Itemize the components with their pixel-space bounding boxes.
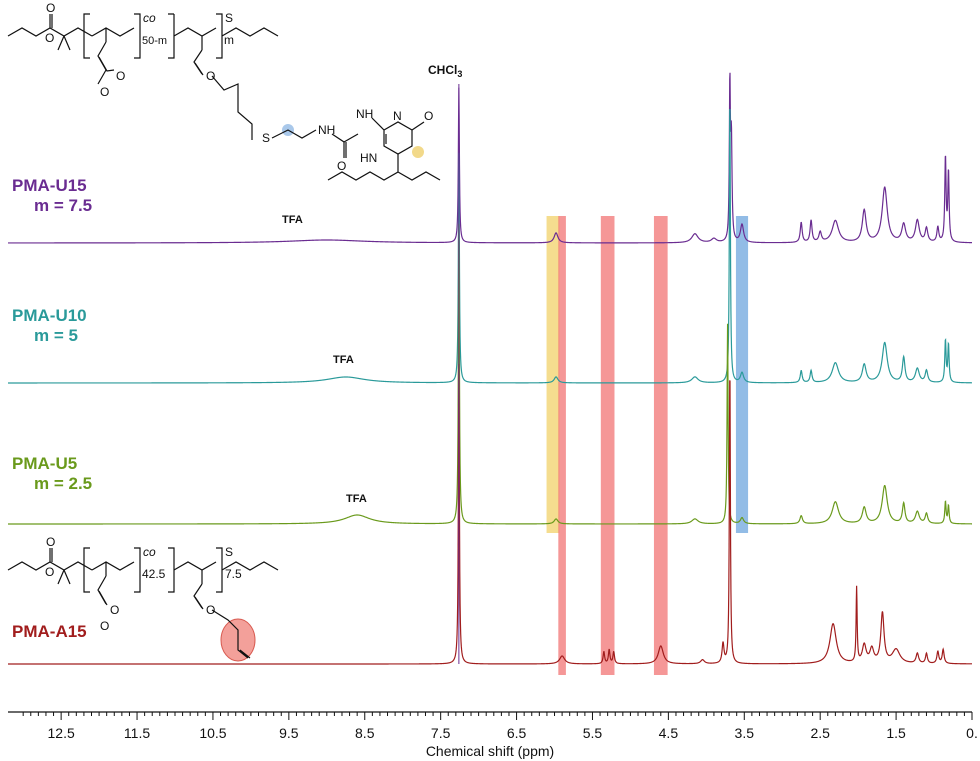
x-tick-label: 9.5 [279, 725, 299, 741]
svg-text:O: O [206, 69, 215, 83]
svg-text:NH: NH [356, 107, 373, 121]
x-tick-label: 0. [966, 725, 978, 741]
x-tick-label: 3.5 [735, 725, 755, 741]
svg-text:HN: HN [360, 151, 377, 165]
highlight-band-3 [653, 216, 668, 675]
svg-text:O: O [110, 603, 119, 617]
svg-text:O: O [337, 159, 346, 173]
svg-text:N: N [393, 109, 402, 123]
series-label-pma-u10: PMA-U10 m = 5 [12, 306, 87, 345]
svg-text:O: O [45, 31, 54, 45]
highlight-band-1 [558, 216, 566, 675]
spectrum-pma-u15 [8, 72, 973, 244]
svg-text:O: O [116, 69, 125, 83]
x-tick-label: 11.5 [124, 725, 150, 741]
svg-text:S: S [262, 131, 270, 145]
svg-text:42.5: 42.5 [142, 567, 166, 581]
svg-text:O: O [100, 85, 109, 99]
svg-text:co: co [143, 11, 156, 25]
x-tick-label: 6.5 [507, 725, 527, 741]
x-axis: 12.5 11.5 10.5 9.5 8.5 7.5 6.5 5.5 4.5 3.5 2.5 1.5 0… [8, 711, 978, 759]
highlight-bands [546, 216, 749, 675]
highlight-band-0 [546, 216, 560, 533]
svg-text:S: S [225, 545, 233, 559]
x-tick-label: 7.5 [431, 725, 451, 741]
tfa-label-u5: TFA [346, 493, 367, 505]
svg-text:50-m: 50-m [142, 35, 167, 47]
spectrum-pma-a15 [8, 363, 973, 665]
x-tick-label: 2.5 [810, 725, 830, 741]
spectra [8, 72, 973, 665]
x-axis-title: Chemical shift (ppm) [426, 743, 554, 759]
series-label-pma-u5: PMA-U5 m = 2.5 [12, 454, 93, 493]
tfa-label-u15: TFA [282, 214, 303, 226]
svg-text:O: O [100, 619, 109, 633]
spectrum-pma-u10 [8, 109, 972, 384]
structure-upy-copolymer: O O 50-m co m S O O O S NH O NH N HN O [7, 1, 441, 181]
x-tick-label: 1.5 [886, 725, 906, 741]
svg-text:O: O [206, 603, 215, 617]
x-tick-label: 5.5 [583, 725, 603, 741]
svg-text:7.5: 7.5 [225, 567, 242, 581]
spectrum-pma-u5 [8, 223, 972, 525]
svg-text:O: O [46, 535, 55, 549]
svg-text:m: m [224, 33, 234, 47]
x-tick-label: 4.5 [659, 725, 679, 741]
svg-text:NH: NH [318, 123, 335, 137]
svg-text:co: co [143, 545, 156, 559]
series-label-pma-u15: PMA-U15 m = 7.5 [12, 176, 93, 215]
svg-text:S: S [225, 11, 233, 25]
tfa-label-u10: TFA [333, 354, 354, 366]
x-tick-label: 8.5 [355, 725, 375, 741]
svg-text:O: O [46, 1, 55, 15]
x-tick-label: 10.5 [199, 725, 226, 741]
highlight-band-2 [600, 216, 615, 675]
svg-text:O: O [45, 565, 54, 579]
solvent-label: CHCl3 [428, 63, 462, 79]
structure-allyl-copolymer: O O 42.5 co 7.5 S O O O [7, 535, 279, 662]
x-tick-label: 12.5 [48, 725, 75, 741]
series-label-pma-a15: PMA-A15 [12, 622, 87, 641]
highlight-band-4 [735, 216, 749, 533]
svg-text:O: O [424, 109, 433, 123]
